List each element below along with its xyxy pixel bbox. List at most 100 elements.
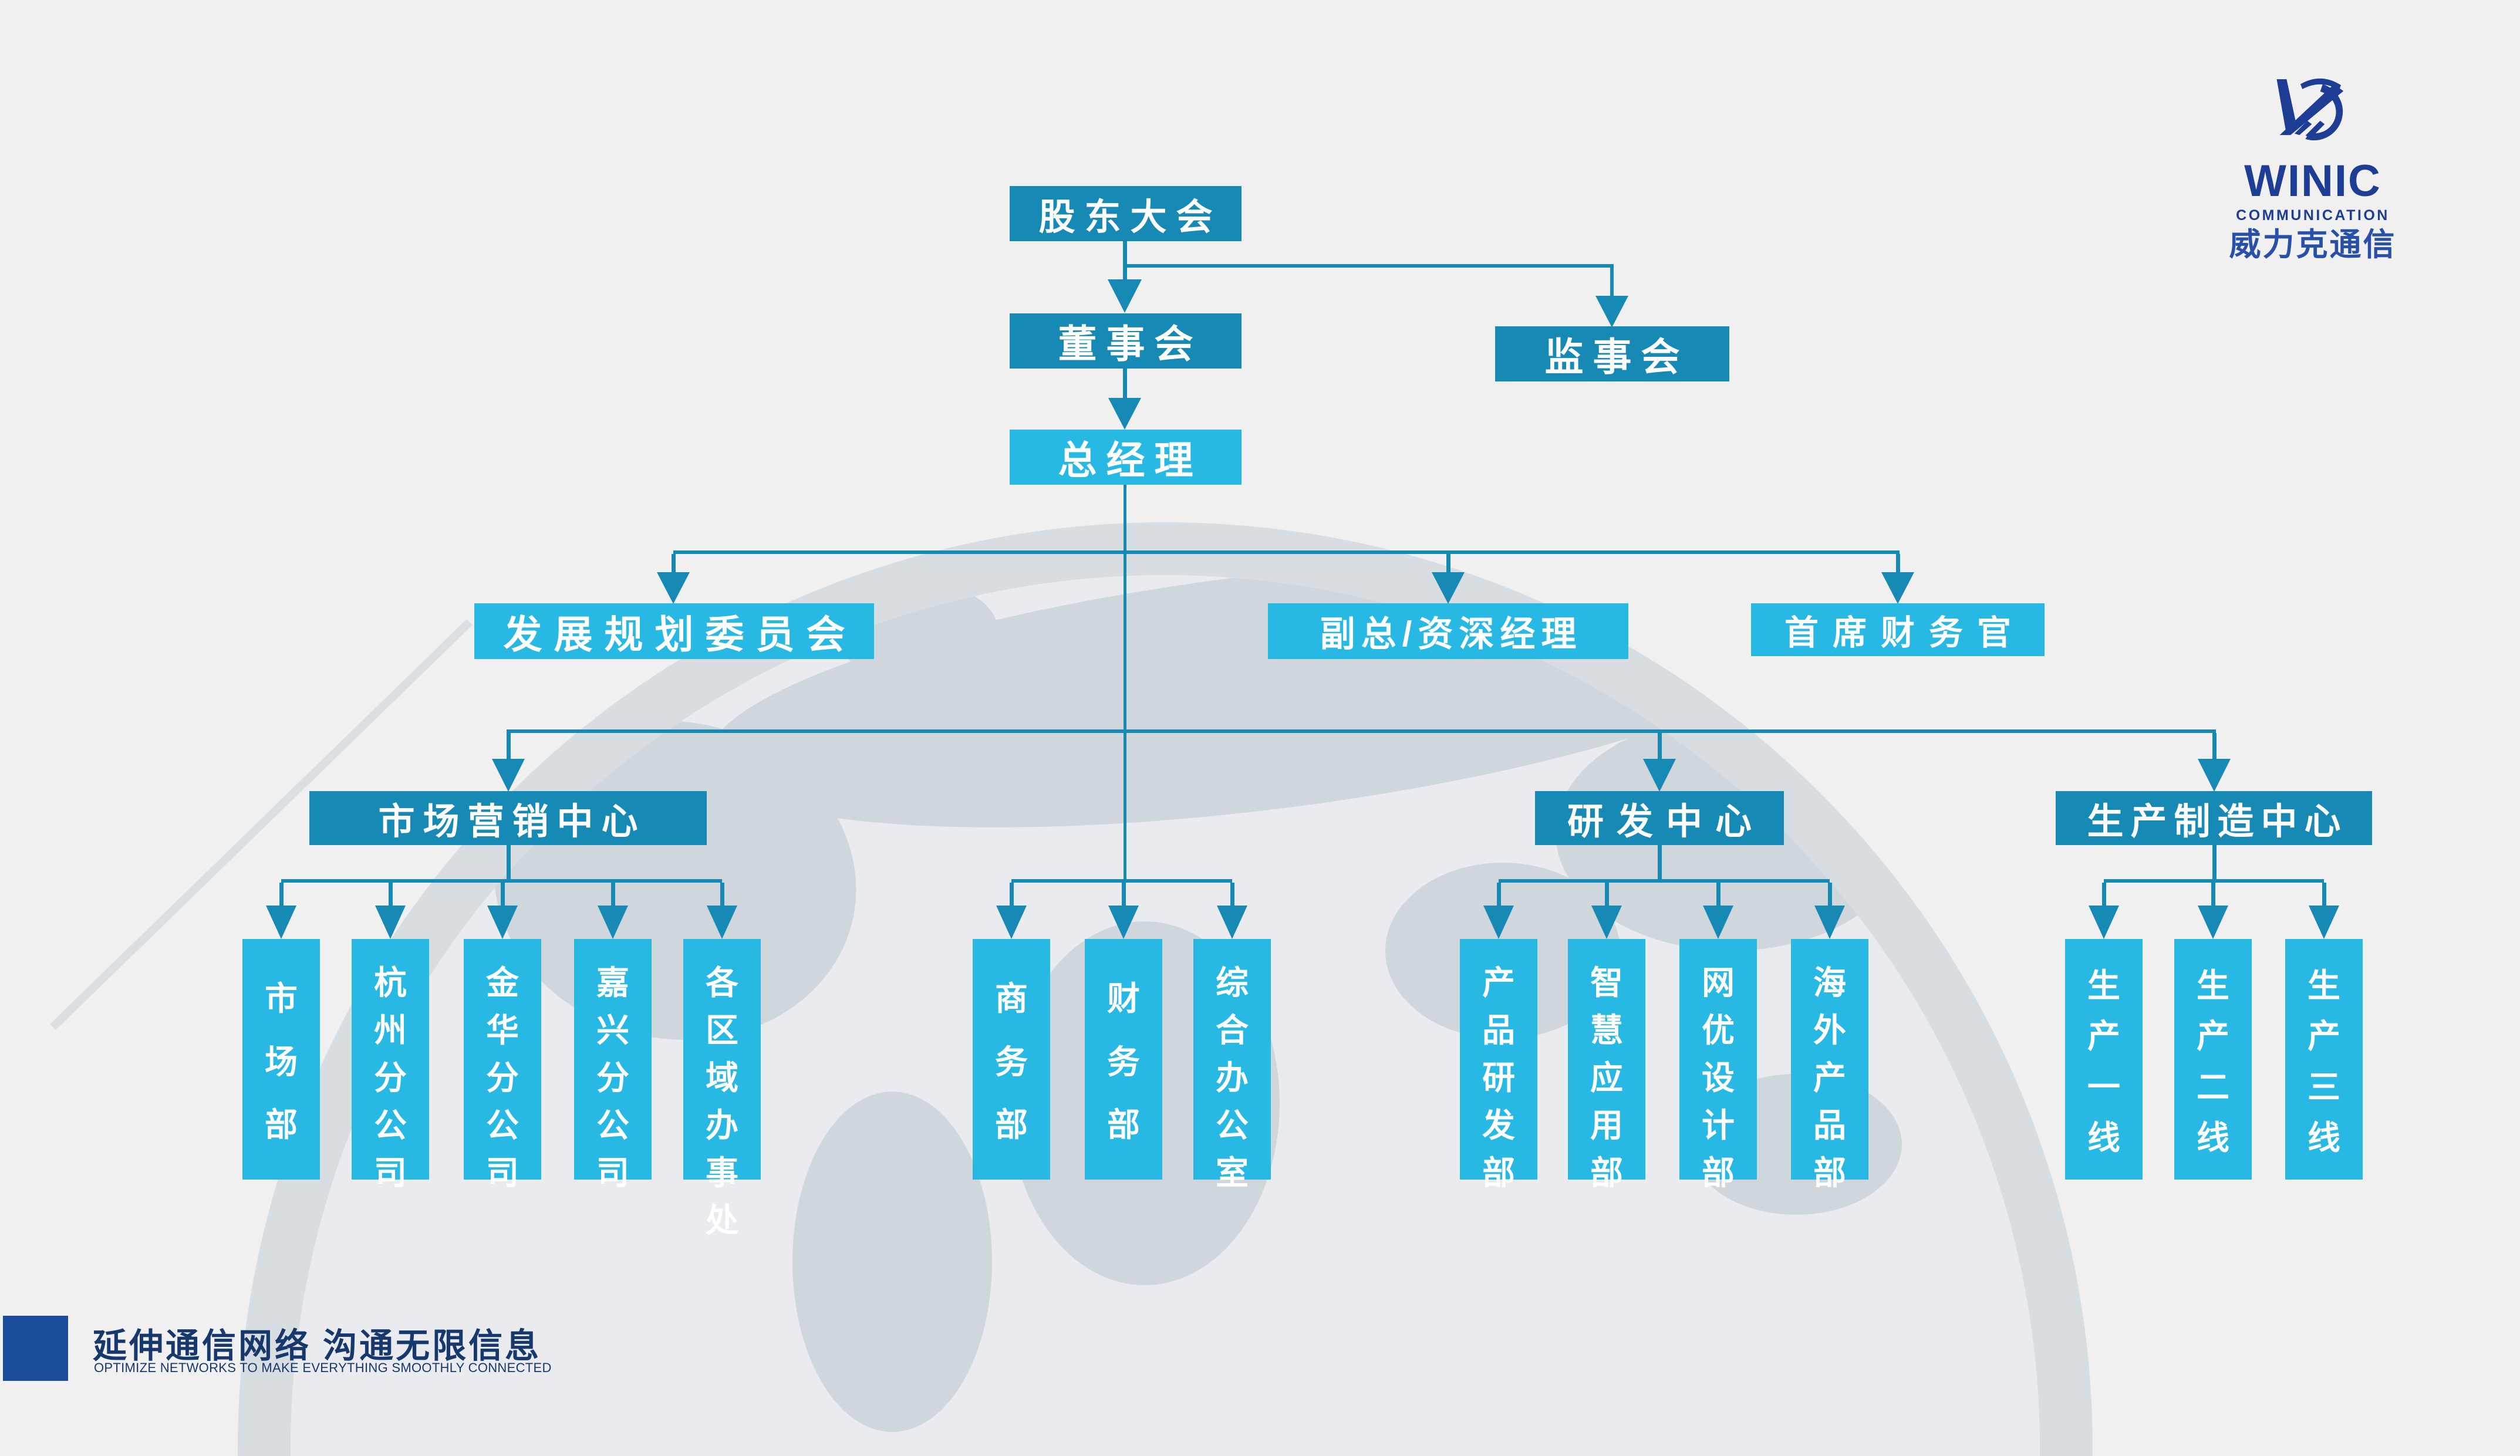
org-node-label: 总经理 <box>1058 438 1203 482</box>
org-node-label-char: 品 <box>1813 1107 1846 1144</box>
connector-line <box>673 550 1900 554</box>
footer-accent-square <box>3 1316 68 1381</box>
org-node-label-char: 嘉 <box>596 964 629 1001</box>
org-node-label-char: 分 <box>374 1059 407 1096</box>
org-node-supervisors: 监事会 <box>1495 326 1729 381</box>
org-node-rnd: 研发中心 <box>1535 791 1784 845</box>
org-node-planning: 发展规划委员会 <box>474 603 874 659</box>
org-node-label-char: 部 <box>1590 1154 1623 1191</box>
connector-line <box>1610 264 1614 296</box>
connector-line <box>1499 879 1830 883</box>
org-node-label-char: 州 <box>374 1012 407 1049</box>
org-node-label-char: 线 <box>2197 1119 2229 1156</box>
org-node-label-char: 研 <box>1482 1059 1515 1096</box>
connector-line <box>507 729 2216 733</box>
connector-arrow-icon <box>1108 906 1139 939</box>
org-node-m1: 市场部 <box>242 939 320 1180</box>
org-node-c1: 商务部 <box>973 939 1050 1180</box>
org-node-label-char: 室 <box>1216 1154 1249 1191</box>
org-node-label-char: 用 <box>1590 1107 1623 1144</box>
org-node-label-char: 杭 <box>374 964 407 1001</box>
connector-arrow-icon <box>1108 398 1141 430</box>
connector-line <box>1605 883 1609 907</box>
org-node-label-char: 公 <box>486 1107 519 1144</box>
org-node-label-char: 财 <box>1107 979 1140 1017</box>
connector-arrow-icon <box>598 906 628 939</box>
org-node-label-char: 办 <box>1216 1059 1249 1096</box>
connector-line <box>389 883 393 907</box>
connector-line <box>279 883 284 907</box>
connector-arrow-icon <box>657 572 690 604</box>
org-node-label-char: 二 <box>2197 1068 2229 1106</box>
connector-line <box>1123 369 1127 399</box>
org-node-label-char: 产 <box>2308 1018 2340 1055</box>
org-node-label-char: 产 <box>1813 1059 1846 1096</box>
org-node-label-char: 发 <box>1482 1107 1515 1144</box>
connector-line <box>1497 883 1501 907</box>
org-node-deputy: 副总/资深经理 <box>1268 603 1628 659</box>
logo-company-name-cn: 威力克通信 <box>2229 227 2397 262</box>
connector-line <box>1230 883 1234 907</box>
org-node-label-char: 慧 <box>1590 1012 1623 1049</box>
connector-arrow-icon <box>1108 279 1142 313</box>
connector-line <box>1010 883 1014 907</box>
connector-line <box>2211 883 2215 907</box>
connector-arrow-icon <box>1483 906 1514 939</box>
org-node-label-char: 智 <box>1590 964 1623 1001</box>
org-node-label-char: 产 <box>1482 964 1515 1001</box>
org-node-label-char: 部 <box>1813 1154 1846 1191</box>
org-node-r1: 产品研发部 <box>1460 939 1537 1191</box>
org-node-label-char: 分 <box>486 1059 519 1096</box>
connector-arrow-icon <box>2198 906 2228 939</box>
org-node-label-char: 司 <box>596 1154 629 1191</box>
org-node-label-char: 司 <box>374 1154 407 1191</box>
org-node-label-char: 务 <box>995 1043 1028 1080</box>
connector-line <box>1123 241 1127 281</box>
footer-slogan-cn: 延伸通信网络 沟通无限信息 <box>93 1327 542 1365</box>
connector-line <box>1658 845 1662 880</box>
org-node-label-char: 合 <box>1216 1012 1249 1049</box>
org-node-cfo: 首席财务官 <box>1751 603 2045 656</box>
connector-arrow-icon <box>1432 572 1465 604</box>
connector-line <box>2322 883 2326 907</box>
connector-line <box>507 733 511 761</box>
org-node-label-char: 公 <box>1216 1107 1249 1144</box>
connector-line <box>501 883 505 907</box>
logo-company-name: WINIC <box>2244 156 2381 206</box>
org-node-r3: 网优设计部 <box>1679 939 1757 1191</box>
org-node-p1: 生产一线 <box>2065 939 2143 1180</box>
org-node-label-char: 事 <box>706 1154 738 1191</box>
connector-line <box>1446 554 1450 573</box>
org-node-label-char: 华 <box>486 1012 519 1049</box>
connector-arrow-icon <box>492 759 525 792</box>
org-node-label-char: 公 <box>374 1107 407 1144</box>
org-node-label-char: 生 <box>2197 967 2229 1005</box>
org-node-label-char: 海 <box>1813 964 1846 1001</box>
connector-arrow-icon <box>1814 906 1845 939</box>
org-node-label: 市场营销中心 <box>378 802 646 842</box>
connector-arrow-icon <box>2309 906 2339 939</box>
org-node-c3: 综合办公室 <box>1193 939 1271 1191</box>
org-node-label: 研发中心 <box>1567 802 1765 842</box>
org-node-label-char: 部 <box>995 1106 1028 1144</box>
org-node-marketing: 市场营销中心 <box>309 791 707 845</box>
org-node-label-char: 部 <box>1107 1106 1140 1144</box>
org-node-label-char: 各 <box>706 964 738 1001</box>
connector-arrow-icon <box>1643 759 1676 792</box>
connector-arrow-icon <box>2089 906 2119 939</box>
connector-line <box>1658 733 1662 761</box>
connector-arrow-icon <box>996 906 1027 939</box>
org-node-shareholders: 股东大会 <box>1010 186 1242 241</box>
org-node-label: 董事会 <box>1058 322 1203 366</box>
connector-line <box>2212 845 2217 880</box>
connector-line <box>2102 883 2106 907</box>
org-node-label: 监事会 <box>1544 335 1689 379</box>
org-node-label-char: 品 <box>1482 1012 1515 1049</box>
org-node-label-char: 公 <box>596 1107 629 1144</box>
org-node-r4: 海外产品部 <box>1791 939 1868 1191</box>
connector-line <box>2104 879 2324 883</box>
connector-line <box>1896 554 1900 573</box>
org-node-label-char: 域 <box>706 1059 738 1096</box>
connector-line <box>1716 883 1721 907</box>
